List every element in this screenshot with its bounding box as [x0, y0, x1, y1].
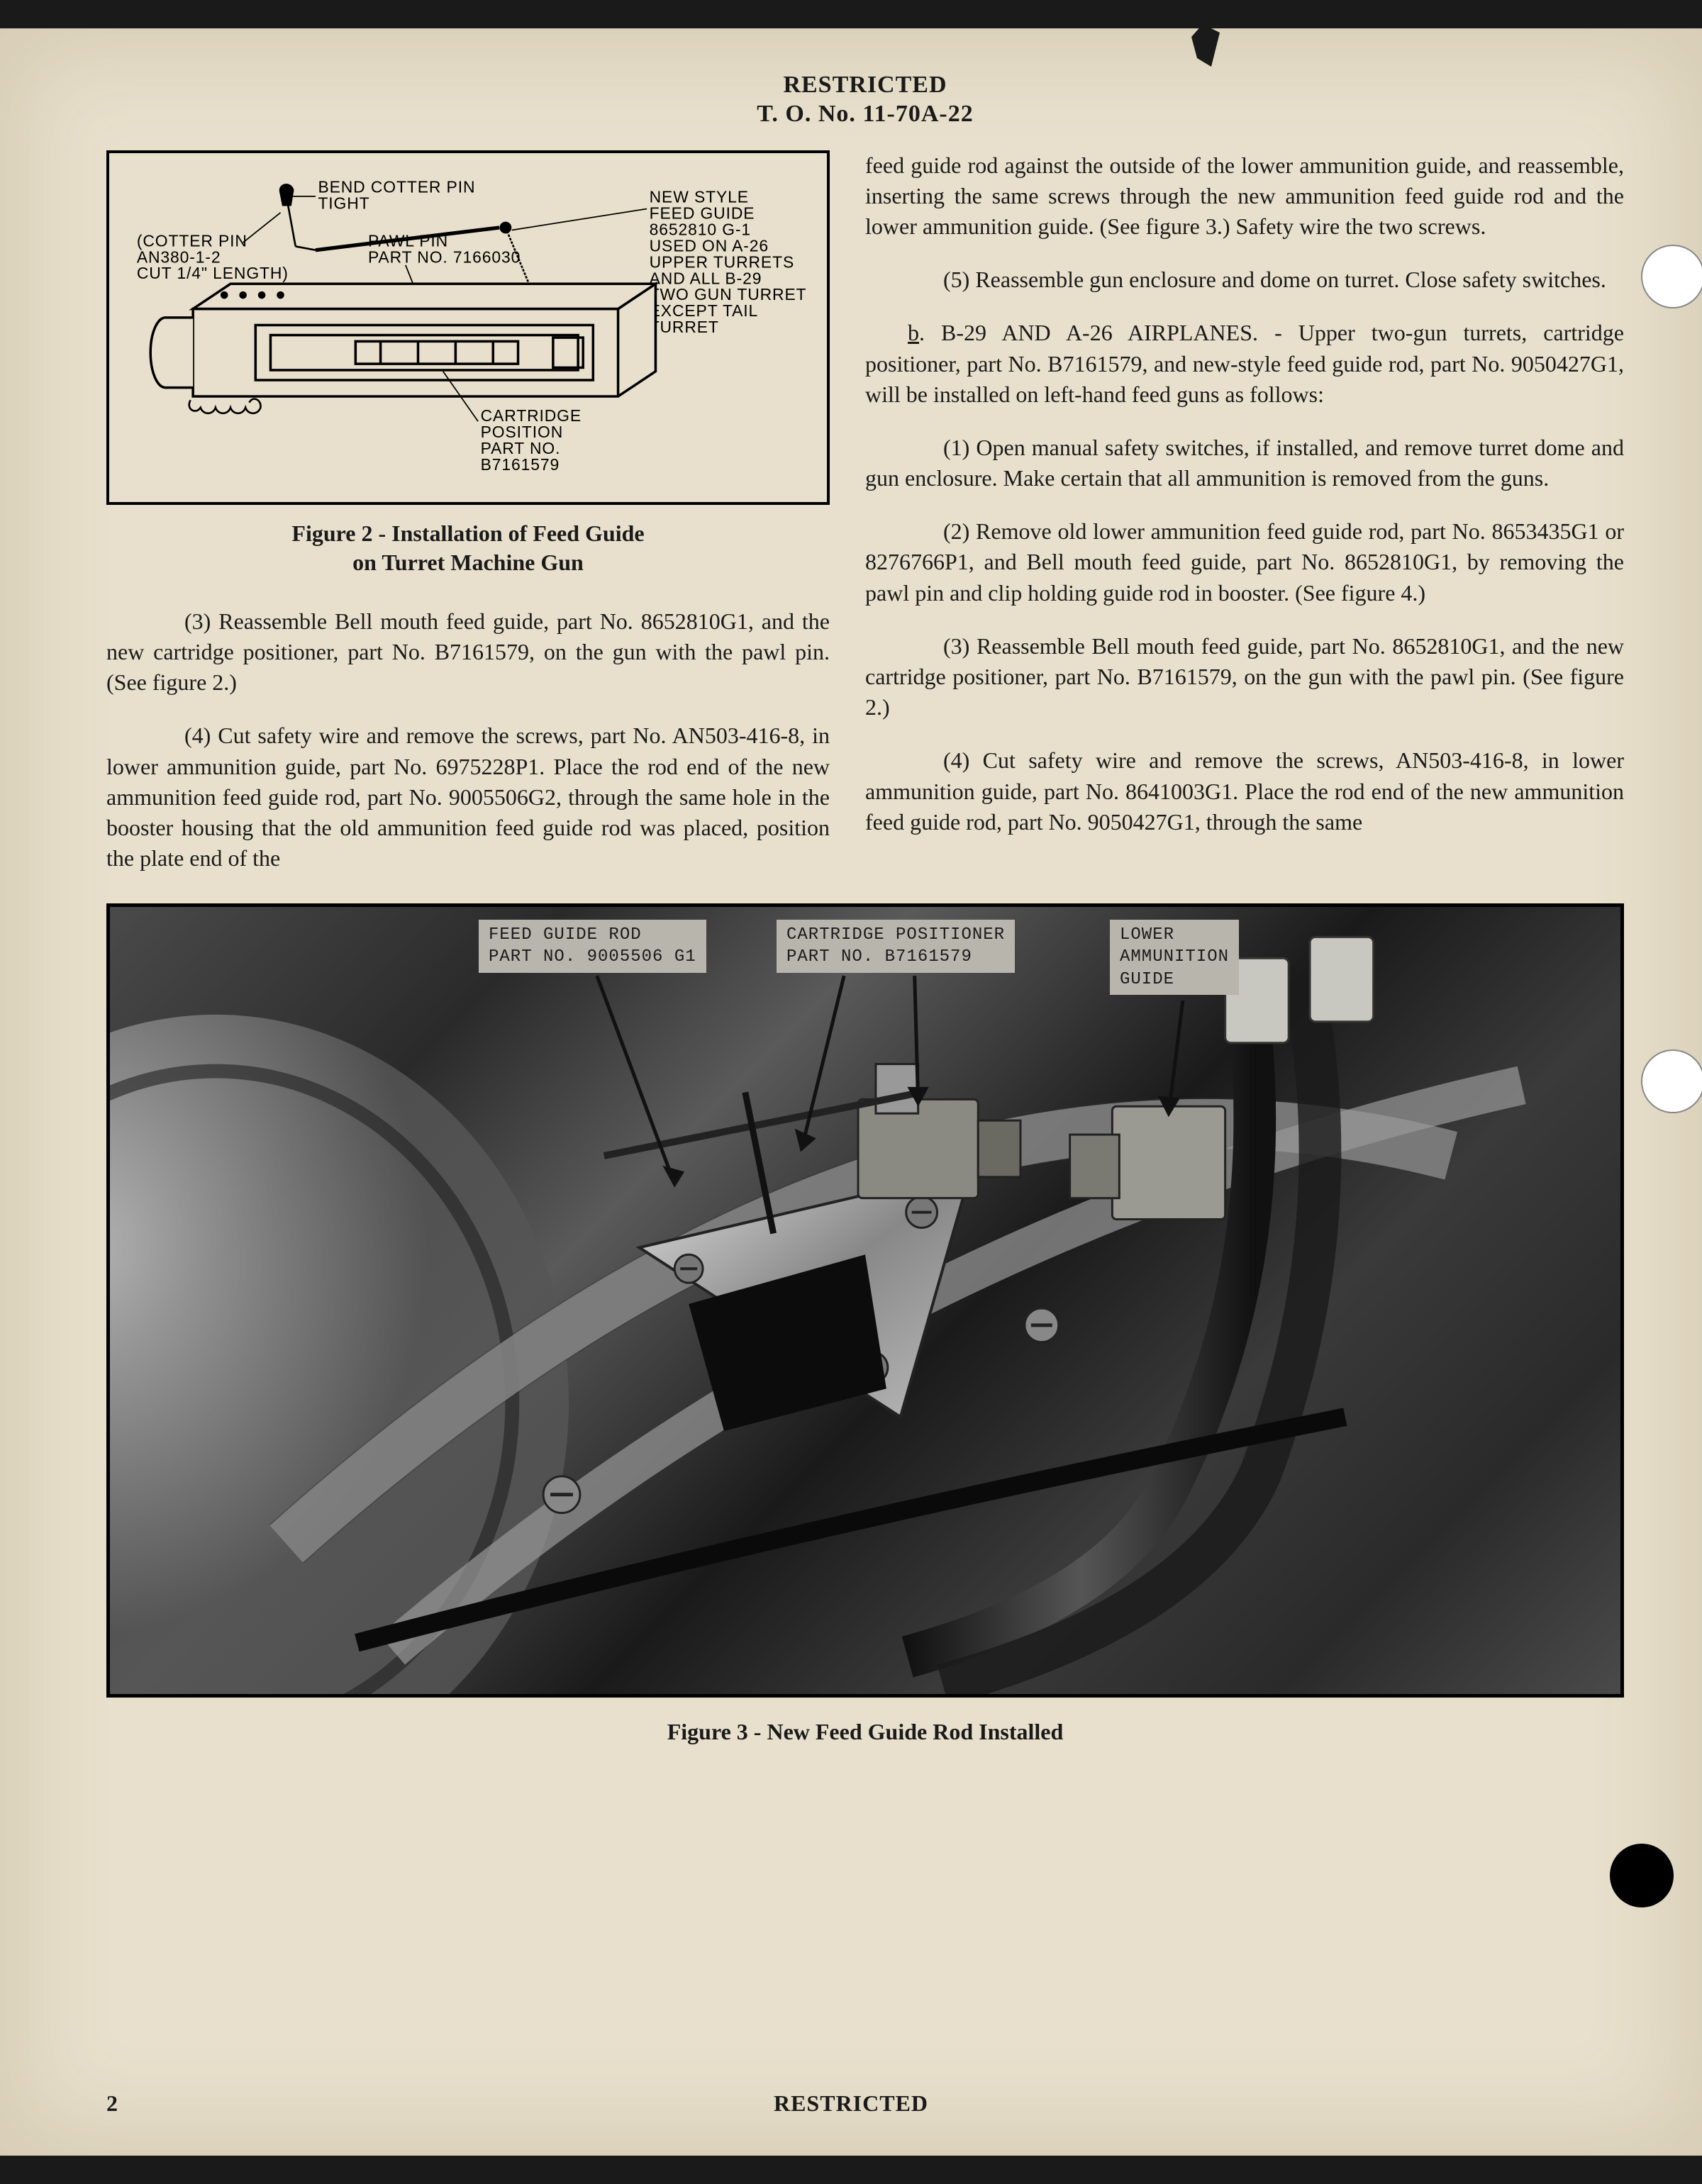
punch-hole [1641, 1049, 1702, 1113]
body-paragraph: (1) Open manual safety switches, if inst… [865, 433, 1624, 494]
footer-restricted: RESTRICTED [0, 2090, 1702, 2117]
caption-line: Figure 2 - Installation of Feed Guide [291, 520, 644, 546]
caption-line: on Turret Machine Gun [352, 550, 584, 575]
body-paragraph: (5) Reassemble gun enclosure and dome on… [865, 264, 1624, 295]
diagram-label: TURRET [650, 318, 719, 336]
body-paragraph: (2) Remove old lower ammunition feed gui… [865, 516, 1624, 608]
body-paragraph: b. B-29 AND A-26 AIRPLANES. - Upper two-… [865, 318, 1624, 410]
diagram-label: PART NO. 7166030 [368, 247, 521, 266]
figure-2-caption: Figure 2 - Installation of Feed Guide on… [106, 519, 830, 578]
body-paragraph: (3) Reassemble Bell mouth feed guide, pa… [865, 631, 1624, 723]
feed-guide-diagram-icon: BEND COTTER PIN TIGHT (COTTER PIN AN380-… [130, 174, 806, 481]
left-column: BEND COTTER PIN TIGHT (COTTER PIN AN380-… [106, 150, 830, 897]
feed-guide-photo-icon [110, 907, 1620, 1694]
body-paragraph: feed guide rod against the outside of th… [865, 150, 1624, 243]
figure-3-caption: Figure 3 - New Feed Guide Rod Installed [106, 1719, 1624, 1745]
photo-callout-label: FEED GUIDE RODPART NO. 9005506 G1 [479, 920, 706, 972]
restricted-label: RESTRICTED [106, 71, 1624, 100]
photo-callout-label: CARTRIDGE POSITIONERPART NO. B7161579 [777, 920, 1015, 972]
figure-3-photo: FEED GUIDE RODPART NO. 9005506 G1 CARTRI… [106, 903, 1624, 1698]
photo-callout-label: LOWERAMMUNITIONGUIDE [1110, 920, 1239, 995]
text-columns: BEND COTTER PIN TIGHT (COTTER PIN AN380-… [106, 150, 1624, 897]
diagram-label: CUT 1/4" LENGTH) [137, 264, 289, 282]
black-dot [1610, 1844, 1674, 1907]
page: RESTRICTED T. O. No. 11-70A-22 [0, 28, 1702, 2156]
diagram-label: TIGHT [318, 194, 369, 212]
punch-hole [1641, 245, 1702, 308]
page-tear [1191, 24, 1220, 67]
right-column: feed guide rod against the outside of th… [865, 150, 1624, 897]
figure-2-diagram: BEND COTTER PIN TIGHT (COTTER PIN AN380-… [106, 150, 830, 505]
page-header: RESTRICTED T. O. No. 11-70A-22 [106, 71, 1624, 129]
body-paragraph: (4) Cut safety wire and remove the screw… [106, 720, 830, 874]
to-number: T. O. No. 11-70A-22 [106, 100, 1624, 129]
diagram-label: B7161579 [481, 455, 560, 474]
body-paragraph: (4) Cut safety wire and remove the screw… [865, 745, 1624, 837]
body-paragraph: (3) Reassemble Bell mouth feed guide, pa… [106, 606, 830, 698]
